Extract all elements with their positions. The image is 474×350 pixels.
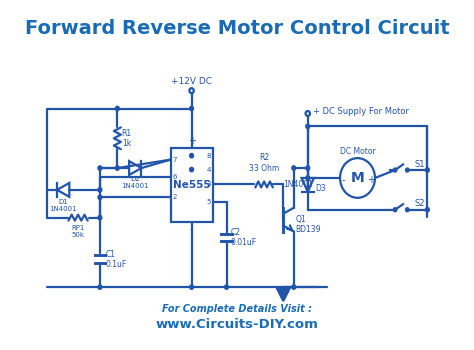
Circle shape — [306, 124, 310, 128]
Circle shape — [306, 166, 310, 170]
Text: D2
1N4001: D2 1N4001 — [121, 176, 149, 189]
Circle shape — [426, 168, 429, 172]
Text: DC Motor: DC Motor — [340, 147, 375, 156]
Text: C1
0.1uF: C1 0.1uF — [105, 250, 127, 269]
Circle shape — [98, 188, 102, 192]
Text: 3: 3 — [206, 181, 211, 187]
Bar — [171, 148, 212, 222]
Circle shape — [406, 168, 409, 172]
Text: +: + — [188, 136, 196, 146]
Text: 6: 6 — [173, 175, 177, 181]
Circle shape — [116, 166, 119, 170]
Text: Q1
BD139: Q1 BD139 — [295, 215, 321, 234]
Circle shape — [190, 153, 193, 158]
Circle shape — [98, 166, 102, 170]
Circle shape — [98, 216, 102, 220]
Circle shape — [116, 106, 119, 111]
Circle shape — [292, 285, 296, 289]
Text: For Complete Details Visit :: For Complete Details Visit : — [162, 304, 312, 314]
Circle shape — [393, 208, 397, 212]
Text: +12V DC: +12V DC — [171, 77, 212, 86]
Text: C2
0.01uF: C2 0.01uF — [231, 228, 257, 247]
Circle shape — [426, 208, 429, 212]
Text: 1N4001: 1N4001 — [283, 180, 313, 189]
Text: -: - — [190, 224, 193, 234]
Text: Ne555: Ne555 — [173, 180, 210, 190]
Text: -: - — [342, 175, 345, 185]
Circle shape — [406, 208, 409, 212]
Text: RP1
50k: RP1 50k — [72, 225, 85, 238]
Text: D1
1N4001: D1 1N4001 — [49, 199, 77, 212]
Circle shape — [292, 166, 296, 170]
Text: S1: S1 — [414, 160, 425, 169]
Text: M: M — [351, 171, 365, 185]
Text: S2: S2 — [414, 199, 425, 208]
Circle shape — [98, 285, 102, 289]
Circle shape — [190, 285, 193, 289]
Circle shape — [190, 106, 193, 111]
Circle shape — [393, 168, 397, 172]
Text: + DC Supply For Motor: + DC Supply For Motor — [313, 107, 409, 116]
Text: D3: D3 — [316, 184, 326, 194]
Text: Forward Reverse Motor Control Circuit: Forward Reverse Motor Control Circuit — [25, 19, 449, 38]
Polygon shape — [276, 287, 290, 301]
Text: +: + — [367, 175, 375, 185]
Text: 2: 2 — [173, 194, 177, 200]
Text: R1
1k: R1 1k — [122, 128, 132, 148]
Circle shape — [225, 285, 228, 289]
Text: R2
33 Ohm: R2 33 Ohm — [249, 153, 279, 173]
Text: 7: 7 — [173, 156, 177, 163]
Text: www.Circuits-DIY.com: www.Circuits-DIY.com — [155, 318, 319, 331]
Circle shape — [98, 195, 102, 199]
Circle shape — [306, 176, 310, 180]
Text: 8: 8 — [206, 153, 211, 159]
Text: 4: 4 — [206, 167, 211, 173]
Circle shape — [190, 167, 193, 172]
Text: 5: 5 — [206, 199, 211, 205]
